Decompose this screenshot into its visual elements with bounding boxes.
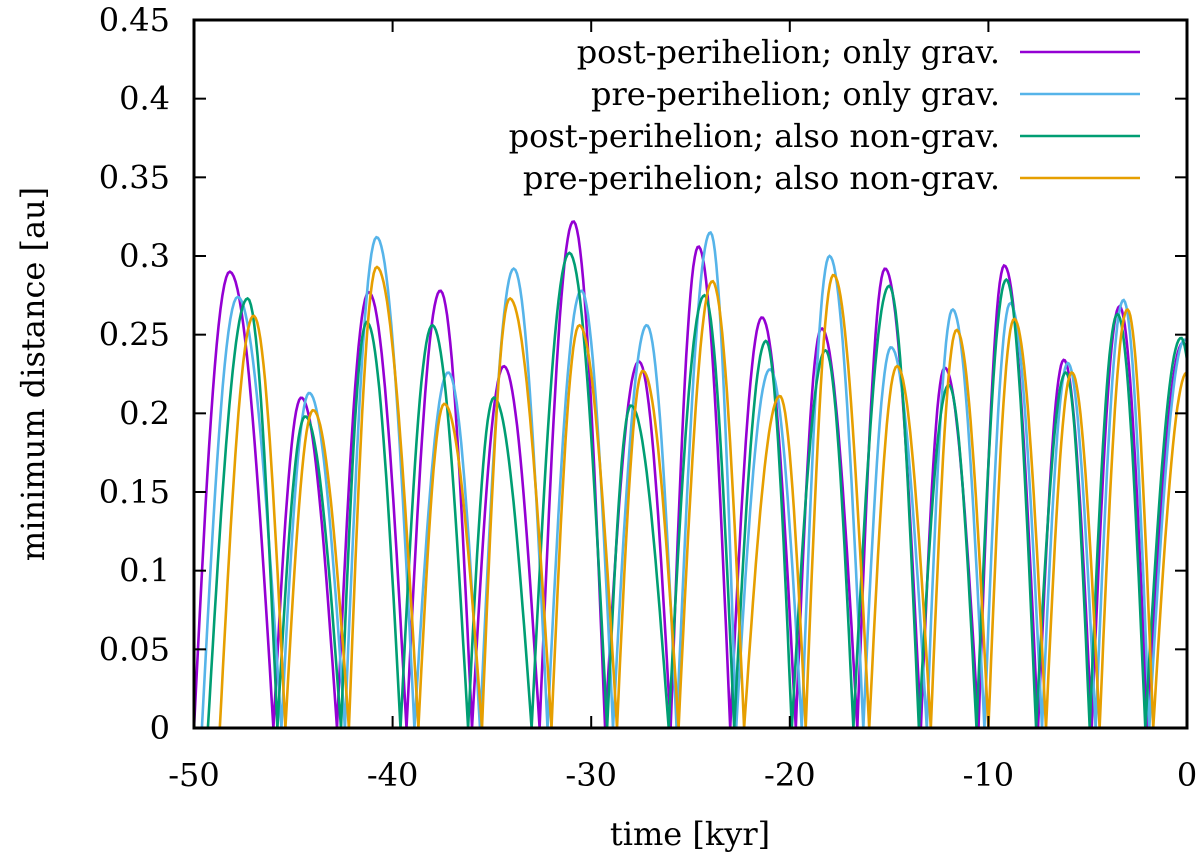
curves-layer xyxy=(194,220,1187,728)
series-line-4 xyxy=(218,265,1187,728)
legend-label-2: pre-perihelion; only grav. xyxy=(591,75,1000,113)
x-tick-label: -10 xyxy=(963,756,1015,794)
y-tick-label: 0.2 xyxy=(119,394,170,432)
x-tick-label: -30 xyxy=(565,756,617,794)
legend-label-1: post-perihelion; only grav. xyxy=(577,33,1000,71)
series-line-3 xyxy=(206,251,1187,728)
y-tick-label: 0.1 xyxy=(119,552,170,590)
x-tick-label: -50 xyxy=(168,756,220,794)
ticks-layer xyxy=(193,19,1188,729)
y-tick-label: 0 xyxy=(150,709,170,747)
x-tick-label: -20 xyxy=(764,756,816,794)
y-tick-label: 0.45 xyxy=(99,1,170,39)
x-axis-label: time [kyr] xyxy=(610,815,770,853)
y-tick-label: 0.15 xyxy=(99,473,170,511)
y-axis-label: minimum distance [au] xyxy=(14,187,52,561)
x-tick-label: 0 xyxy=(1177,756,1197,794)
y-tick-label: 0.35 xyxy=(99,158,170,196)
legend: post-perihelion; only grav. pre-perihelio… xyxy=(509,33,1140,197)
series-line-1 xyxy=(194,220,1187,728)
y-tick-label: 0.05 xyxy=(99,630,170,668)
y-tick-label: 0.4 xyxy=(119,80,170,118)
tick-labels-layer: -50 -40 -30 -20 -10 0 0 0.05 0.1 0.15 0.2 0.25 0.3 0.… xyxy=(99,1,1197,794)
plot-frame xyxy=(192,18,1189,730)
x-tick-label: -40 xyxy=(367,756,419,794)
legend-label-3: post-perihelion; also non-grav. xyxy=(509,117,1000,155)
y-tick-label: 0.25 xyxy=(99,316,170,354)
y-tick-label: 0.3 xyxy=(119,237,170,275)
legend-label-4: pre-perihelion; also non-grav. xyxy=(523,159,1000,197)
